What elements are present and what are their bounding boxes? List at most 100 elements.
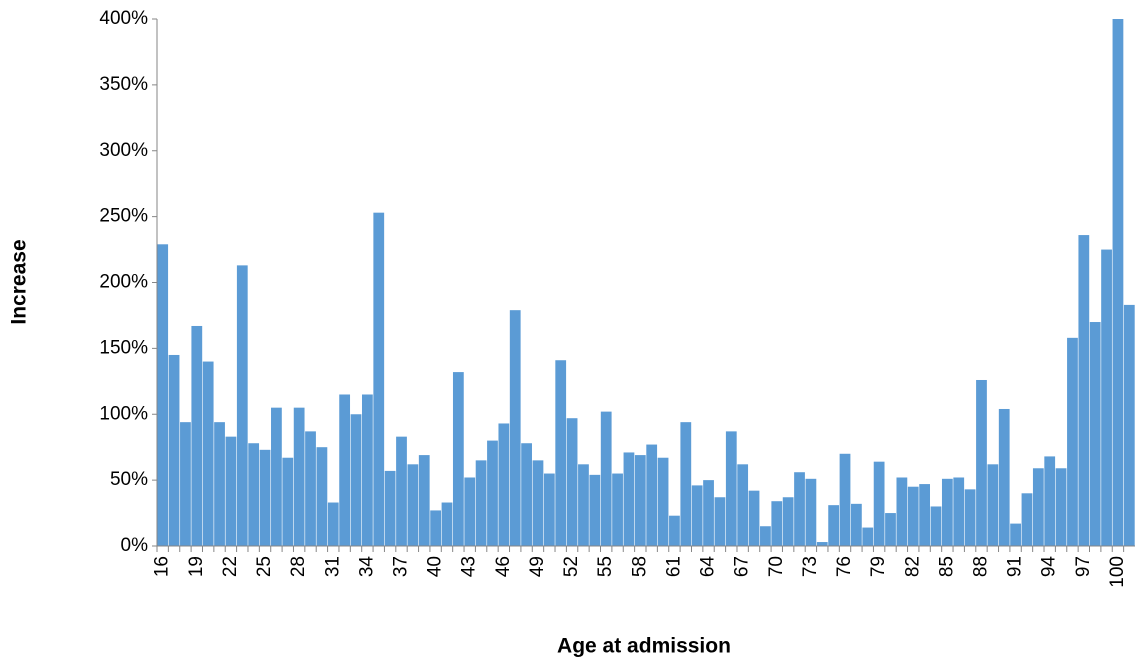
x-tick-label: 61 <box>663 556 684 577</box>
bar <box>1089 322 1101 546</box>
bar <box>225 436 237 546</box>
bar <box>794 472 805 546</box>
bar <box>180 422 191 546</box>
y-axis-title: Increase <box>8 239 31 324</box>
bar <box>521 443 532 546</box>
bar <box>782 497 794 546</box>
x-tick-label: 58 <box>629 556 650 577</box>
bar <box>941 478 953 546</box>
bar <box>282 457 294 546</box>
y-tick-label: 50% <box>110 469 148 490</box>
y-tick-label: 350% <box>99 74 148 95</box>
bar <box>271 407 282 546</box>
bar <box>1112 19 1124 546</box>
bar <box>919 484 931 546</box>
bar <box>760 526 771 546</box>
bar <box>737 464 749 546</box>
bar <box>600 411 612 546</box>
bar <box>441 502 453 546</box>
bar <box>373 212 385 547</box>
bar <box>907 486 919 546</box>
bar <box>316 447 328 546</box>
x-tick-label: 67 <box>732 556 753 577</box>
bar <box>293 407 305 546</box>
bar <box>612 473 623 546</box>
x-tick-label: 97 <box>1073 556 1094 577</box>
x-tick-label: 82 <box>902 556 923 577</box>
bar <box>214 422 225 546</box>
bar <box>384 470 396 546</box>
x-tick-label: 25 <box>254 556 275 577</box>
x-tick-label: 79 <box>868 556 889 577</box>
bar <box>259 449 271 546</box>
bar <box>202 361 214 546</box>
bar <box>191 325 203 546</box>
bar <box>703 480 714 546</box>
bar <box>350 414 362 546</box>
x-tick-label: 94 <box>1039 556 1060 578</box>
x-tick-label: 100 <box>1107 556 1128 588</box>
bar <box>1123 304 1135 546</box>
bar <box>487 440 498 546</box>
bar <box>543 473 555 546</box>
y-tick-label: 0% <box>121 535 149 556</box>
bar <box>669 515 680 546</box>
bar <box>566 418 578 546</box>
x-tick-label: 31 <box>322 556 343 577</box>
y-tick-label: 300% <box>99 140 148 161</box>
bar <box>964 489 976 546</box>
bar <box>828 505 840 546</box>
bar <box>1044 456 1056 546</box>
bar <box>998 408 1010 546</box>
x-tick-label: 28 <box>288 556 309 577</box>
bar <box>396 436 407 546</box>
bar <box>1010 523 1021 546</box>
bar <box>987 464 999 546</box>
bar <box>361 394 373 546</box>
bar <box>498 423 510 546</box>
x-axis-title: Age at admission <box>557 635 731 658</box>
x-tick-label: 49 <box>527 556 548 577</box>
bar <box>680 422 692 546</box>
bar <box>452 372 464 546</box>
bar <box>464 477 476 546</box>
x-tick-label: 70 <box>766 556 787 577</box>
x-tick-label: 73 <box>800 556 821 577</box>
bar <box>976 379 987 546</box>
bar <box>168 354 180 546</box>
bar <box>430 510 442 546</box>
bar <box>953 477 965 546</box>
bar <box>1078 235 1090 546</box>
bar <box>1055 468 1067 546</box>
x-tick-label: 34 <box>356 556 377 578</box>
bar <box>646 444 658 546</box>
bar <box>475 460 487 546</box>
x-tick-label: 85 <box>936 556 957 577</box>
x-tick-label: 46 <box>493 556 514 577</box>
bar <box>634 455 646 546</box>
bar <box>1032 468 1044 546</box>
bar <box>623 452 635 546</box>
bar <box>714 497 726 546</box>
bar <box>578 464 589 546</box>
bar <box>725 431 737 546</box>
bar <box>1101 249 1112 546</box>
bar <box>1021 493 1033 546</box>
x-tick-label: 19 <box>186 556 207 577</box>
bar <box>1067 337 1078 546</box>
y-tick-label: 200% <box>99 272 148 293</box>
x-tick-label: 16 <box>152 556 173 577</box>
bar <box>850 503 862 546</box>
x-tick-label: 55 <box>595 556 616 577</box>
bar <box>748 490 760 546</box>
bar <box>248 443 260 546</box>
bar <box>691 485 703 546</box>
bar <box>532 460 544 546</box>
x-tick-label: 43 <box>459 556 480 577</box>
bar <box>657 457 669 546</box>
bar <box>862 527 874 546</box>
bar <box>327 502 339 546</box>
bar <box>873 461 885 546</box>
bar <box>509 310 521 546</box>
